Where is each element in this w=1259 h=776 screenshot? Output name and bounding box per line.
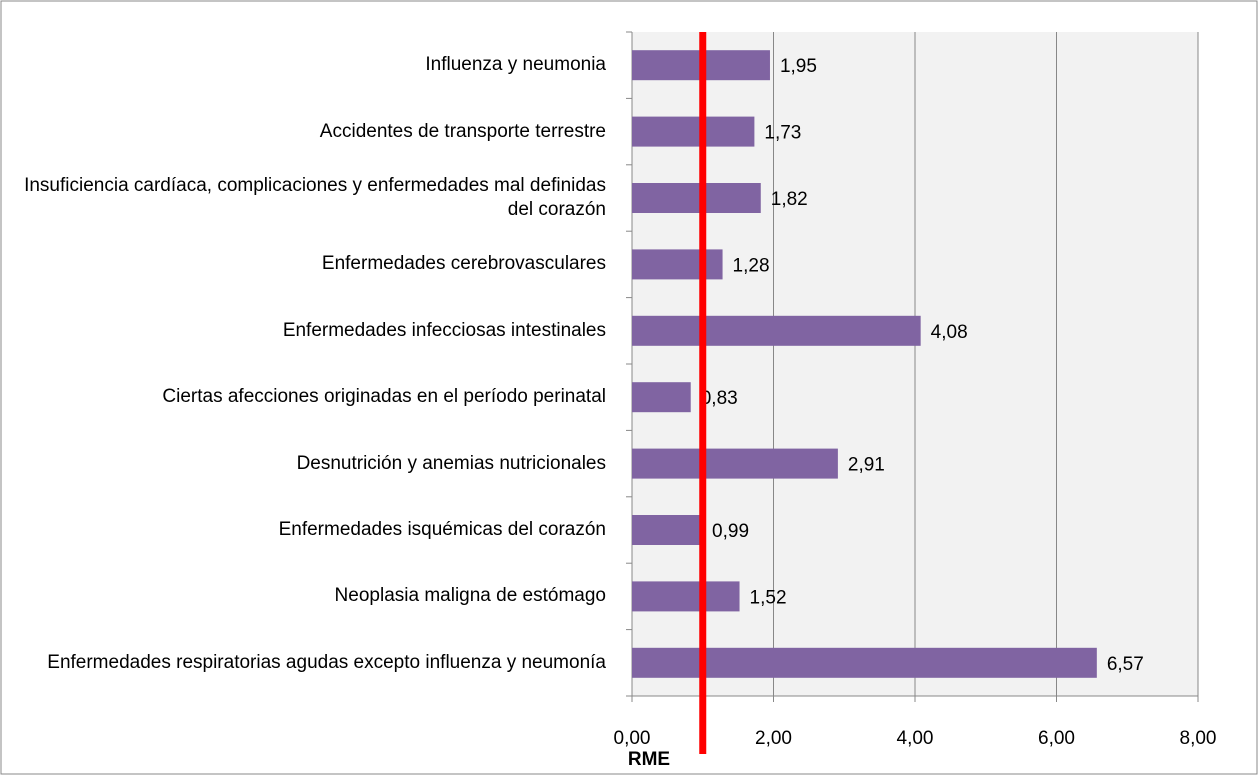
bar [632,382,691,413]
value-label: 1,95 [780,56,817,77]
bar [632,647,1097,678]
y-tick-label: Enfermedades infecciosas intestinales [282,319,606,341]
bar [632,315,921,346]
value-label: 1,82 [771,189,808,210]
value-label: 6,57 [1107,654,1144,675]
y-tick-label: Neoplasia maligna de estómago [334,585,606,607]
y-tick-label: Enfermedades isquémicas del corazón [278,519,606,540]
x-tick-label: 2,00 [755,728,792,749]
value-label: 1,52 [750,587,787,608]
y-tick-label: Enfermedades respiratorias agudas except… [47,651,606,673]
x-tick-label: 0,00 [614,728,651,749]
value-label: 0,99 [712,521,749,542]
x-tick-label: 6,00 [1038,728,1075,749]
x-tick-label: 8,00 [1180,728,1217,749]
y-tick-label: Ciertas afecciones originadas en el perí… [162,386,606,408]
y-tick-label: Accidentes de transporte terrestre [319,120,606,142]
y-tick-label: Desnutrición y anemias nutricionales [296,452,606,474]
bar [632,448,838,479]
bar [632,515,703,545]
bar [632,581,740,612]
x-axis-label: RME [628,749,670,770]
value-label: 1,28 [733,255,770,276]
value-label: 2,91 [848,455,885,476]
bar [632,249,723,280]
value-label: 1,73 [764,123,801,144]
value-label: 0,83 [701,388,738,409]
y-tick-label: Influenza y neumonia [425,54,606,76]
bar [632,116,755,147]
bar [632,183,761,213]
y-tick-label: Insuficiencia cardíaca, complicaciones y… [24,175,606,220]
y-tick-label: Enfermedades cerebrovasculares [321,253,606,275]
x-tick-label: 4,00 [897,728,934,749]
value-label: 4,08 [931,322,968,343]
